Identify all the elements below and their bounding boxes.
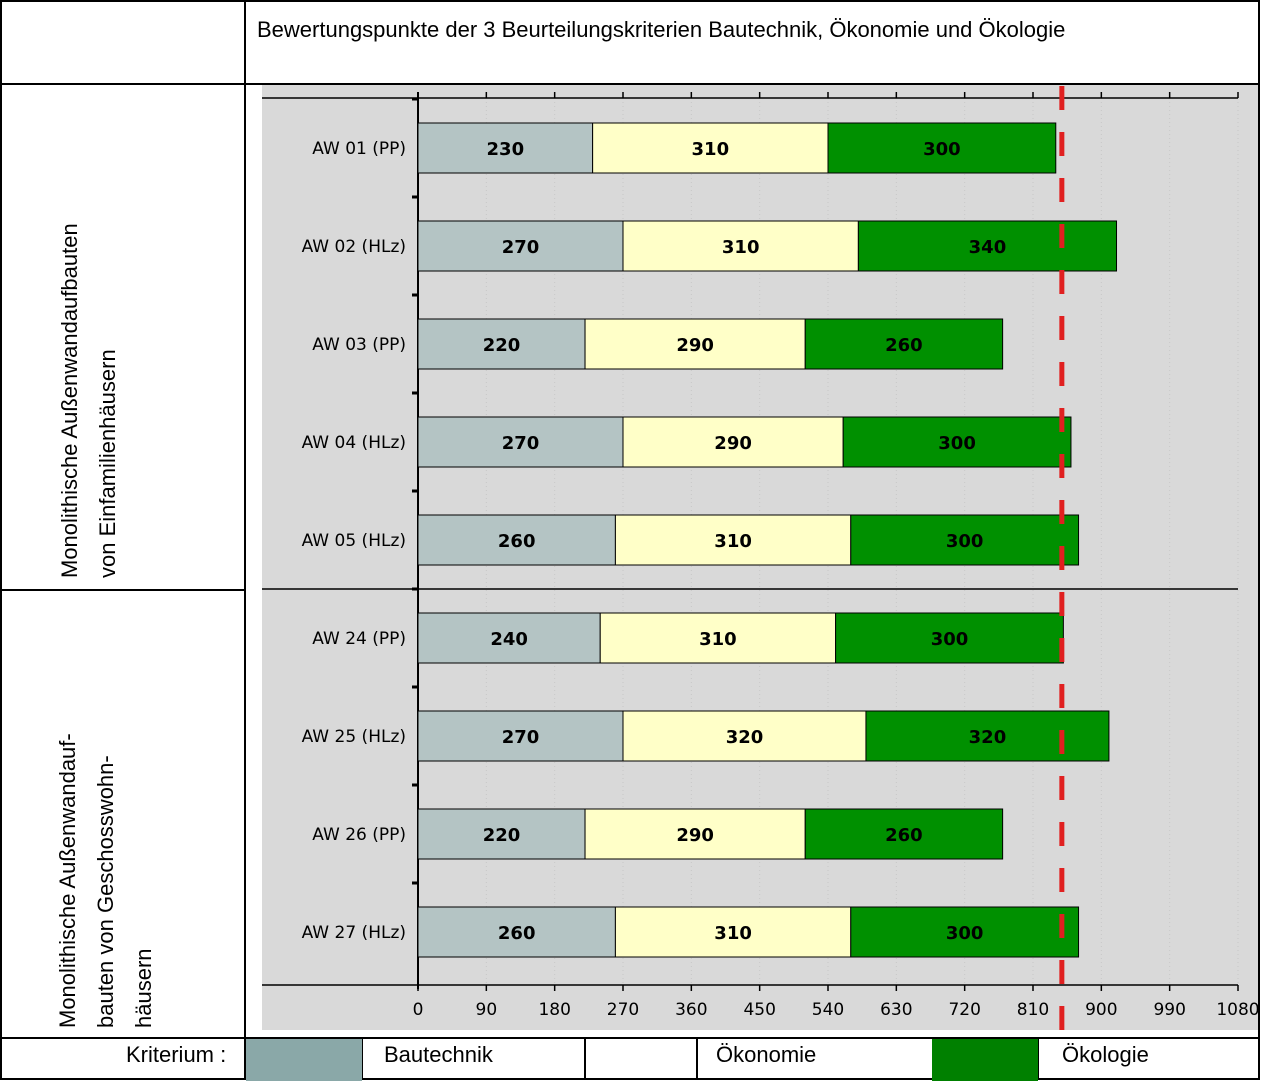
bar-konomie — [622, 416, 844, 468]
data-label: 300 — [923, 139, 961, 160]
data-label: 220 — [483, 825, 521, 846]
data-label: 220 — [483, 335, 521, 356]
group-label-2-line-1: Monolithische Außenwandauf- — [55, 733, 80, 1028]
data-label: 310 — [714, 531, 752, 552]
data-label: 300 — [931, 629, 969, 650]
data-label: 260 — [885, 335, 923, 356]
x-tick-label: 990 — [1153, 1000, 1185, 1020]
bar-kologie — [804, 318, 1004, 370]
data-label: 230 — [487, 139, 525, 160]
x-tick-label: 0 — [413, 1000, 424, 1020]
data-label: 290 — [676, 825, 714, 846]
legend-label-oekonomie: Ökonomie — [716, 1042, 817, 1067]
x-tick-label: 540 — [812, 1000, 844, 1020]
x-tick-label: 810 — [1017, 1000, 1049, 1020]
bar-kologie — [842, 416, 1072, 468]
bar-kologie — [857, 220, 1118, 272]
data-label: 270 — [502, 237, 540, 258]
group-label-1-line-1: Monolithische Außenwandaufbauten — [57, 223, 82, 578]
bar-bautechnik — [417, 808, 586, 860]
bar-bautechnik — [417, 416, 624, 468]
legend-swatch-oekologie — [932, 1039, 1038, 1081]
x-tick-label: 90 — [476, 1000, 498, 1020]
data-label: 310 — [692, 139, 730, 160]
bar-konomie — [599, 612, 837, 664]
bar-bautechnik — [417, 906, 616, 958]
data-label: 310 — [699, 629, 737, 650]
data-label: 300 — [946, 923, 984, 944]
category-label: AW 24 (PP) — [312, 629, 406, 649]
group-label-1-line-2: von Einfamilienhäusern — [95, 349, 120, 578]
category-label: AW 02 (HLz) — [302, 237, 406, 257]
x-tick-label: 720 — [948, 1000, 980, 1020]
data-label: 260 — [885, 825, 923, 846]
x-tick-label: 900 — [1085, 1000, 1117, 1020]
data-label: 260 — [498, 923, 536, 944]
data-label: 260 — [498, 531, 536, 552]
category-label: AW 05 (HLz) — [302, 531, 406, 551]
category-label: AW 25 (HLz) — [302, 727, 406, 747]
data-label: 270 — [502, 727, 540, 748]
x-tick-label: 360 — [675, 1000, 707, 1020]
bar-kologie — [850, 906, 1080, 958]
category-label: AW 01 (PP) — [312, 139, 406, 159]
bar-konomie — [622, 220, 859, 272]
stacked-bar-chart: 0 90 180 270 360 450 540 630 720 810 900 990 1080 AW … — [262, 86, 1260, 1030]
x-tick-label: 180 — [538, 1000, 570, 1020]
group-label-2-line-2: bauten von Geschosswohn- — [93, 755, 118, 1028]
category-label: AW 26 (PP) — [312, 825, 406, 845]
data-label: 310 — [714, 923, 752, 944]
bar-bautechnik — [417, 220, 624, 272]
bar-konomie — [592, 122, 829, 174]
bar-konomie — [622, 710, 867, 762]
data-label: 290 — [676, 335, 714, 356]
group-label-2-line-3: häusern — [131, 948, 156, 1028]
bar-kologie — [804, 808, 1004, 860]
data-label: 320 — [969, 727, 1007, 748]
category-label: AW 04 (HLz) — [302, 433, 406, 453]
bar-bautechnik — [417, 710, 624, 762]
data-label: 270 — [502, 433, 540, 454]
bar-konomie — [614, 906, 852, 958]
x-tick-label: 270 — [607, 1000, 639, 1020]
x-tick-label: 1080 — [1216, 1000, 1259, 1020]
bar-kologie — [835, 612, 1064, 664]
legend-label-oekologie: Ökologie — [1062, 1042, 1149, 1067]
x-tick-label: 450 — [743, 1000, 775, 1020]
data-label: 320 — [726, 727, 764, 748]
legend-prefix: Kriterium : — [126, 1042, 227, 1067]
legend-label-bautechnik: Bautechnik — [384, 1042, 493, 1067]
data-label: 300 — [938, 433, 976, 454]
bar-kologie — [850, 514, 1080, 566]
data-label: 310 — [722, 237, 760, 258]
data-label: 290 — [714, 433, 752, 454]
category-label: AW 03 (PP) — [312, 335, 406, 355]
bar-kologie — [865, 710, 1110, 762]
bar-konomie — [584, 318, 806, 370]
data-label: 300 — [946, 531, 984, 552]
bar-bautechnik — [417, 612, 601, 664]
header-title: Bewertungspunkte der 3 Beurteilungskrite… — [257, 17, 1066, 42]
data-label: 340 — [969, 237, 1007, 258]
legend-swatch-bautechnik — [246, 1039, 362, 1081]
x-tick-label: 630 — [880, 1000, 912, 1020]
bar-kologie — [827, 122, 1057, 174]
data-label: 240 — [490, 629, 528, 650]
category-label: AW 27 (HLz) — [302, 923, 406, 943]
bar-bautechnik — [417, 122, 594, 174]
